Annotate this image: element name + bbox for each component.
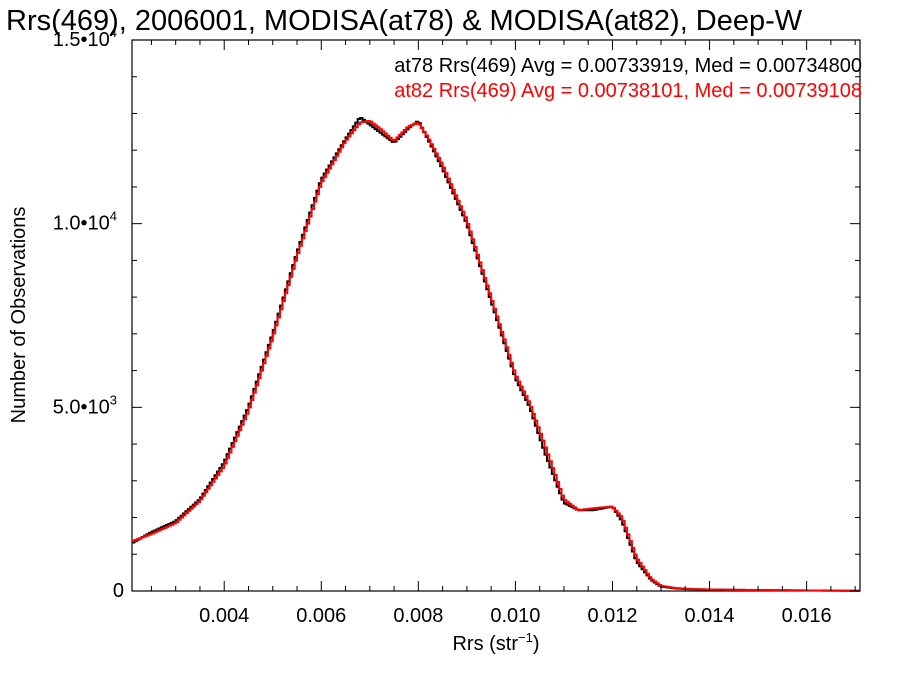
y-tick-label: 0: [113, 580, 124, 602]
y-tick-label: 1.0•104: [53, 209, 117, 235]
x-tick-labels: 0.004 0.006 0.008 0.010 0.012 0.014 0.016: [199, 605, 831, 627]
y-tick-labels: 0 5.0•103 1.0•104 1.5•104: [53, 25, 124, 602]
x-tick-label: 0.010: [490, 605, 540, 627]
ticks-layer: [132, 39, 860, 592]
series-layer: [132, 117, 860, 592]
x-axis-label: Rrs (str−1): [452, 630, 539, 655]
legend: at78 Rrs(469) Avg = 0.00733919, Med = 0.…: [394, 55, 862, 102]
legend-entry-at82: at82 Rrs(469) Avg = 0.00738101, Med = 0.…: [394, 80, 862, 102]
x-tick-label: 0.012: [587, 605, 637, 627]
x-tick-label: 0.006: [296, 605, 346, 627]
chart-title: Rrs(469), 2006001, MODISA(at78) & MODISA…: [6, 5, 803, 37]
y-tick-label: 1.5•104: [53, 25, 117, 51]
series-at82-line: [132, 120, 860, 592]
series-at78-line: [132, 117, 860, 592]
legend-entry-at78: at78 Rrs(469) Avg = 0.00733919, Med = 0.…: [394, 55, 862, 77]
y-axis-label: Number of Observations: [8, 207, 30, 424]
x-tick-label: 0.014: [685, 605, 735, 627]
x-tick-label: 0.016: [782, 605, 832, 627]
plot-frame: [131, 39, 861, 592]
y-tick-label: 5.0•103: [53, 392, 117, 418]
plot-area: [131, 39, 861, 592]
x-tick-label: 0.004: [199, 605, 249, 627]
x-tick-label: 0.008: [393, 605, 443, 627]
